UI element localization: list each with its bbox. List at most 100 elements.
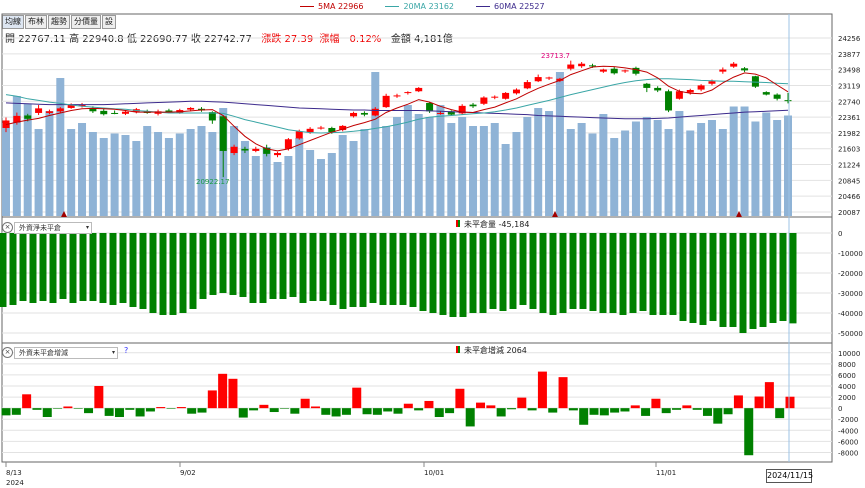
volume-bar <box>534 108 543 216</box>
tab-settings[interactable]: 設 <box>102 15 116 29</box>
oi-bar <box>0 233 7 307</box>
chg-bar <box>53 408 63 409</box>
close-pane2-icon[interactable]: × <box>2 222 13 233</box>
price-tick-label: 23877 <box>838 51 860 59</box>
tab-bollinger[interactable]: 布林 <box>25 15 47 29</box>
oi-bar <box>329 233 337 305</box>
volume-bar <box>327 153 336 216</box>
chg-tick-label: 6000 <box>838 372 856 380</box>
pane2-selector[interactable]: 外資淨未平倉 ▾ <box>14 222 92 234</box>
volume-bar <box>371 72 380 216</box>
volume-bar <box>349 141 358 216</box>
oi-bar <box>589 233 597 311</box>
tab-trend[interactable]: 趨勢 <box>48 15 70 29</box>
volume-bar <box>566 129 575 216</box>
candle-body <box>523 82 531 89</box>
volume-bar <box>523 117 532 216</box>
oi-bar <box>49 233 57 303</box>
change-pct-value: 漲幅 0.12% <box>319 34 382 45</box>
chg-tick-label: 8000 <box>838 361 856 369</box>
chg-bar <box>661 408 671 414</box>
close-pane3-icon[interactable]: × <box>2 347 13 358</box>
chg-bar <box>630 405 640 409</box>
tab-ma[interactable]: 均線 <box>2 15 24 29</box>
oi-title-swatch-2 <box>458 220 460 227</box>
ma60-line <box>5 100 789 120</box>
candle-body <box>686 90 694 93</box>
oi-bar <box>469 233 477 313</box>
candle-body <box>67 105 75 108</box>
oi-bar <box>79 233 87 301</box>
volume-bar <box>208 132 217 216</box>
oi-bar <box>499 233 507 311</box>
candle-body <box>447 111 455 115</box>
volume-bar <box>653 120 662 216</box>
volume-bar <box>599 114 608 216</box>
chg-bar <box>238 408 248 418</box>
candle-body <box>589 65 596 67</box>
ma-legend: 5MA 22966 20MA 23162 60MA 22527 <box>300 2 545 11</box>
chg-bar <box>465 408 475 427</box>
oi-bar <box>649 233 657 315</box>
oi-bar <box>549 233 557 315</box>
volume-bar <box>577 123 586 216</box>
volume-bar <box>740 106 749 216</box>
chg-tick-label: -4000 <box>838 427 858 435</box>
volume-bar <box>34 129 43 216</box>
chg-bar <box>775 408 785 419</box>
chg-bar <box>424 400 434 409</box>
candle-body <box>317 127 325 129</box>
ma60-legend-label: 60MA 22527 <box>494 2 545 11</box>
chg-bar <box>321 408 331 415</box>
candle-body <box>241 148 249 151</box>
oi-bar <box>699 233 707 325</box>
pane2-selector-label: 外資淨未平倉 <box>19 224 61 232</box>
candle-body <box>13 115 21 123</box>
chg-bar <box>414 408 424 411</box>
oi-bar <box>149 233 157 313</box>
chg-bar <box>269 408 279 413</box>
pane3-selector[interactable]: 外資未平倉增減 ▾ <box>14 347 118 359</box>
oi-title-text: 未平倉量 -45,184 <box>464 219 529 229</box>
oi-bar <box>189 233 197 309</box>
candle-body <box>697 85 705 90</box>
volume-bar <box>143 126 152 216</box>
candle-body <box>556 78 564 81</box>
candle-body <box>187 107 195 110</box>
price-tick-label: 20845 <box>838 177 860 185</box>
event-marker-icon <box>736 211 742 217</box>
high-label: 高 <box>69 34 80 45</box>
pane-frame-2 <box>1 216 833 344</box>
x-tick-label: 10/01 <box>424 469 444 477</box>
ohlc-info: 開 22767.11 高 22940.8 低 22690.77 收 22742.… <box>5 30 453 45</box>
tab-volume-profile[interactable]: 分價量 <box>71 15 101 29</box>
chg-bar <box>403 403 413 409</box>
volume-bar <box>121 135 130 216</box>
pane-frame-3 <box>1 342 833 463</box>
candle-body <box>252 148 260 151</box>
candle-body <box>621 70 629 72</box>
chg-bar <box>11 408 21 415</box>
volume-bar <box>469 126 478 216</box>
current-date-box: 2024/11/15 <box>766 469 813 483</box>
oi-bar <box>349 233 357 307</box>
volume-bar <box>555 72 564 216</box>
volume-bar <box>132 141 141 216</box>
volume-bar <box>773 120 782 216</box>
chg-bar <box>744 408 754 456</box>
chg-tick-label: -2000 <box>838 416 858 424</box>
chg-bar <box>383 408 393 412</box>
chg-bar <box>506 408 516 410</box>
chg-bar <box>280 408 290 409</box>
volume-bar <box>664 129 673 216</box>
volume-bar <box>588 133 597 216</box>
volume-bar <box>501 144 510 216</box>
volume-bar <box>686 130 695 216</box>
volume-bar <box>425 117 434 216</box>
amount-label: 金額 <box>390 34 411 45</box>
oi-bar <box>379 233 387 305</box>
price-tick-label: 20087 <box>838 209 860 217</box>
help-icon[interactable]: ? <box>124 346 129 355</box>
open-value: 22767.11 <box>18 34 66 45</box>
oi-bar <box>479 233 487 313</box>
